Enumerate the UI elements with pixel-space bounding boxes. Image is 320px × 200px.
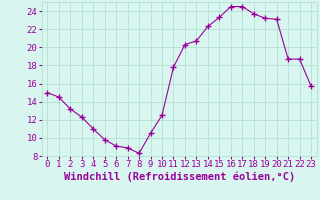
X-axis label: Windchill (Refroidissement éolien,°C): Windchill (Refroidissement éolien,°C) [64,172,295,182]
